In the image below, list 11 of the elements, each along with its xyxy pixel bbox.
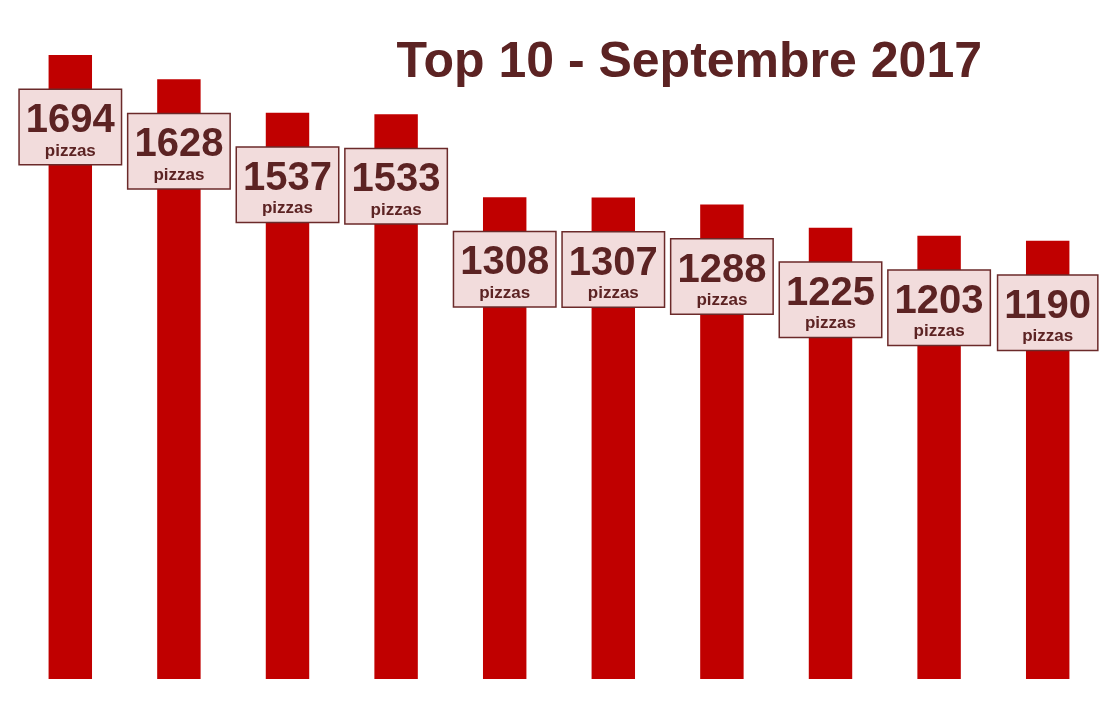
chart-title: Top 10 - Septembre 2017: [396, 32, 983, 88]
data-label: 1190 pizzas: [1004, 281, 1092, 346]
data-label: 1537 pizzas: [243, 153, 332, 218]
data-label: 1628 pizzas: [134, 120, 224, 184]
data-label: 1203 pizzas: [894, 276, 984, 341]
data-label: 1533 pizzas: [351, 155, 441, 219]
data-label: 1225 pizzas: [786, 268, 875, 333]
data-label: 1308 pizzas: [460, 238, 550, 302]
data-label: 1307 pizzas: [568, 238, 658, 303]
data-label: 1694 pizzas: [25, 96, 116, 160]
data-label: 1288 pizzas: [677, 245, 767, 310]
